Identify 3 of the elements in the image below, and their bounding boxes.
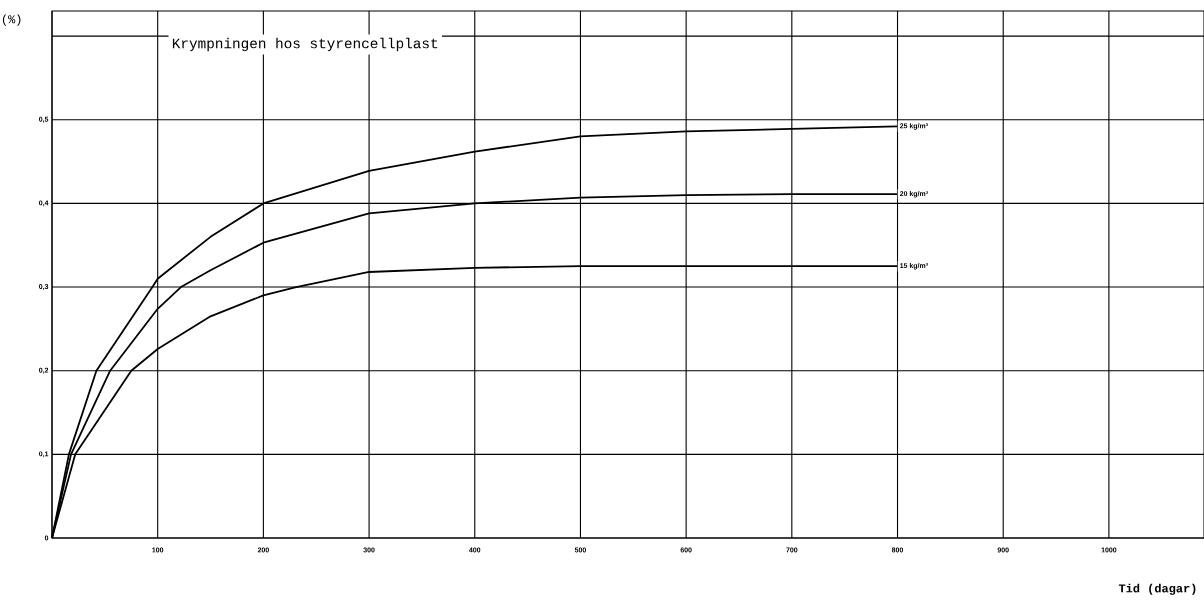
x-axis-title: Tid (dagar)	[1118, 583, 1196, 595]
text: Krympningen hos styrencellplast	[172, 37, 438, 52]
y-axis-title: (%)	[2, 14, 21, 26]
